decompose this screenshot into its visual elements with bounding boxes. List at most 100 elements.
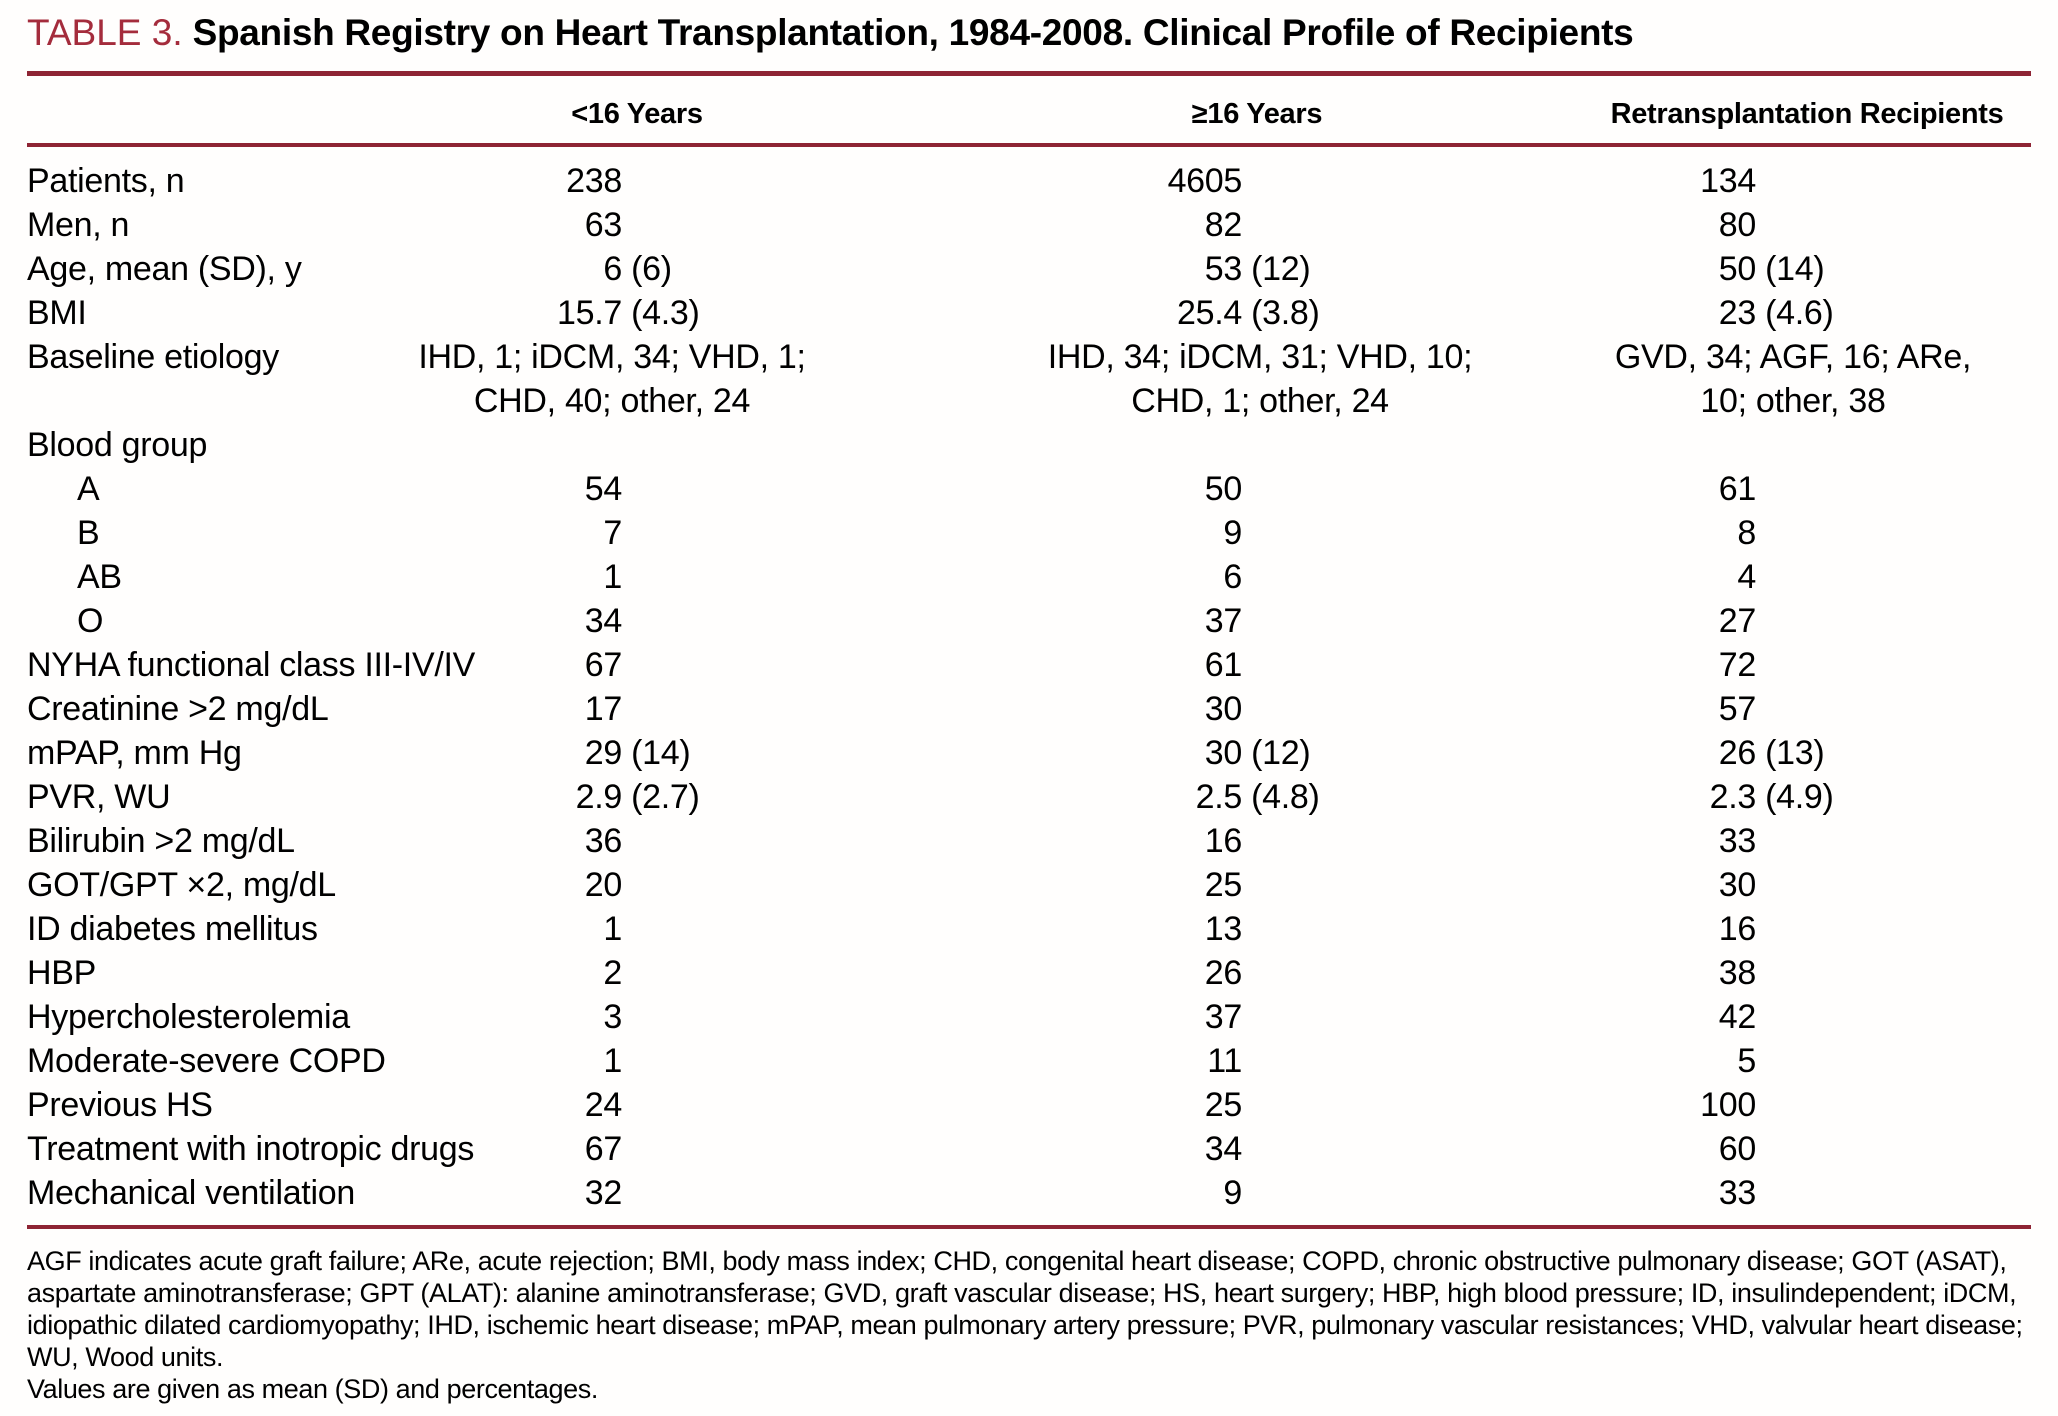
value-main: 61 <box>1718 470 1757 508</box>
value-main: 30 <box>1718 866 1757 904</box>
value-line: 10; other, 38 <box>1700 382 1886 420</box>
value-main: 16 <box>1204 822 1243 860</box>
value-cell-c2: 25.4 (3.8) <box>887 291 1507 335</box>
value-cell-c1: 1 <box>467 1039 887 1083</box>
table-row: A 54 50 61 <box>27 467 2031 511</box>
value-cell-c1: 20 <box>467 863 887 907</box>
value-line: CHD, 40; other, 24 <box>473 382 751 420</box>
value-main: 25 <box>1204 866 1243 904</box>
value-main: 25 <box>1204 1086 1243 1124</box>
value-line: CHD, 1; other, 24 <box>1131 382 1389 420</box>
value-sd: (4.9) <box>1756 778 1834 816</box>
value-cell-c2: 26 <box>887 951 1507 995</box>
value-main: 4605 <box>1167 162 1243 200</box>
value-cell-c1: 34 <box>467 599 887 643</box>
table-row: Moderate-severe COPD 1 11 5 <box>27 1039 2031 1083</box>
value-main: 82 <box>1204 206 1243 244</box>
value-main: 2.3 <box>1709 778 1757 816</box>
row-label: Baseline etiology <box>27 338 279 376</box>
value-cell-c2: 16 <box>887 819 1507 863</box>
value-main: 2 <box>603 954 622 992</box>
value-cell-c3: 4 <box>1507 555 2031 599</box>
value-cell-c3: 38 <box>1507 951 2031 995</box>
value-cell-c3: 33 <box>1507 819 2031 863</box>
value-main: 8 <box>1737 514 1756 552</box>
value-main: 9 <box>1223 514 1242 552</box>
table-row: B 7 9 8 <box>27 511 2031 555</box>
value-cell-c3: 5 <box>1507 1039 2031 1083</box>
value-cell-c1: 238 <box>467 159 887 203</box>
row-label: Mechanical ventilation <box>27 1174 355 1212</box>
table-row: Patients, n 238 4605 134 <box>27 159 2031 203</box>
value-sd: (3.8) <box>1242 294 1320 332</box>
value-cell-c1: 2.9 (2.7) <box>467 775 887 819</box>
value-main: 6 <box>1223 558 1242 596</box>
value-main: 57 <box>1718 690 1757 728</box>
value-main: 24 <box>584 1086 623 1124</box>
value-main: 61 <box>1204 646 1243 684</box>
value-line: GVD, 34; AGF, 16; ARe, <box>1614 338 1972 376</box>
abbreviations-note: AGF indicates acute graft failure; ARe, … <box>27 1246 2023 1372</box>
value-cell-c3: 42 <box>1507 995 2031 1039</box>
table-row: ID diabetes mellitus 1 13 16 <box>27 907 2031 951</box>
value-cell-c1: IHD, 1; iDCM, 34; VHD, 1; CHD, 40; other,… <box>402 335 822 423</box>
value-main: 37 <box>1204 998 1243 1036</box>
table-row: O 34 37 27 <box>27 599 2031 643</box>
value-sd: (6) <box>622 250 672 288</box>
value-main: 100 <box>1700 1086 1756 1124</box>
value-sd: (12) <box>1242 734 1311 772</box>
value-cell-c2: 30 <box>887 687 1507 731</box>
row-label: NYHA functional class III-IV/IV <box>27 646 475 684</box>
value-main: 29 <box>584 734 623 772</box>
value-cell-c1: 3 <box>467 995 887 1039</box>
row-label: Bilirubin >2 mg/dL <box>27 822 295 860</box>
value-sd: (14) <box>622 734 691 772</box>
value-cell-c1 <box>467 423 887 467</box>
value-cell-c1: 7 <box>467 511 887 555</box>
value-line: IHD, 1; iDCM, 34; VHD, 1; <box>418 338 806 376</box>
row-label: O <box>77 602 104 640</box>
row-label: Blood group <box>27 426 208 464</box>
value-cell-c1: 1 <box>467 907 887 951</box>
value-main: 1 <box>603 1042 622 1080</box>
value-cell-c3: 16 <box>1507 907 2031 951</box>
value-main: 2.9 <box>575 778 623 816</box>
value-cell-c1: 2 <box>467 951 887 995</box>
value-cell-c2: 50 <box>887 467 1507 511</box>
value-main: 50 <box>1718 250 1757 288</box>
value-main: 30 <box>1204 690 1243 728</box>
value-cell-c2: 34 <box>887 1127 1507 1171</box>
column-header-retransplant: Retransplantation Recipients <box>1610 98 2004 130</box>
row-label: Previous HS <box>27 1086 213 1124</box>
value-cell-c2: 25 <box>887 1083 1507 1127</box>
row-label: GOT/GPT ×2, mg/dL <box>27 866 336 904</box>
value-cell-c3: 33 <box>1507 1171 2031 1215</box>
value-cell-c3: GVD, 34; AGF, 16; ARe, 10; other, 38 <box>1531 335 2055 423</box>
value-cell-c1: 67 <box>467 643 887 687</box>
value-cell-c1: 54 <box>467 467 887 511</box>
value-main: 27 <box>1718 602 1757 640</box>
value-main: 30 <box>1204 734 1243 772</box>
value-cell-c2: 25 <box>887 863 1507 907</box>
value-cell-c2: 37 <box>887 995 1507 1039</box>
value-cell-c2: 13 <box>887 907 1507 951</box>
value-cell-c2: 9 <box>887 1171 1507 1215</box>
value-main: 67 <box>584 1130 623 1168</box>
value-cell-c2: 11 <box>887 1039 1507 1083</box>
row-label: A <box>77 470 100 508</box>
row-label: Moderate-severe COPD <box>27 1042 386 1080</box>
value-main: 9 <box>1223 1174 1242 1212</box>
value-main: 23 <box>1718 294 1757 332</box>
value-cell-c1: 36 <box>467 819 887 863</box>
value-cell-c3: 26 (13) <box>1507 731 2031 775</box>
values-note: Values are given as mean (SD) and percen… <box>27 1374 598 1404</box>
header-rule <box>27 143 2031 147</box>
table-row: PVR, WU 2.9 (2.7) 2.5 (4.8) 2.3 (4.9) <box>27 775 2031 819</box>
value-main: 134 <box>1700 162 1756 200</box>
value-cell-c1: 17 <box>467 687 887 731</box>
value-main: 33 <box>1718 1174 1757 1212</box>
row-label: Men, n <box>27 206 130 244</box>
value-main: 42 <box>1718 998 1757 1036</box>
value-main: 34 <box>1204 1130 1243 1168</box>
